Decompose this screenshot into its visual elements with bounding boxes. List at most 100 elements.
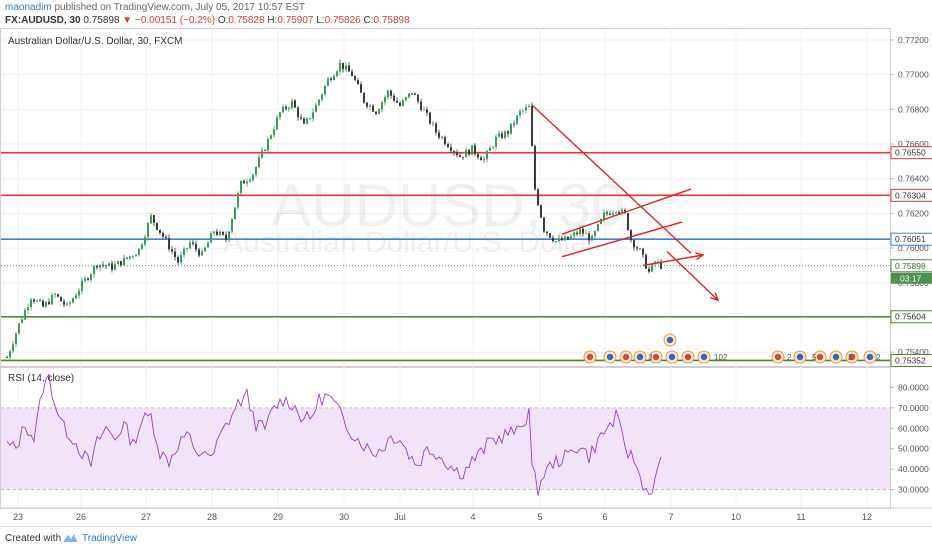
candle-body [333,75,335,80]
x-tick-label: 7 [668,512,673,522]
candle-body [567,236,569,240]
candle-body [141,244,143,249]
candle-body [363,92,365,103]
rsi-band [1,407,890,490]
candle-body [405,97,407,101]
candle-body [132,256,134,258]
candle-body [120,261,122,266]
candle-body [327,78,329,86]
candle-body [576,232,578,235]
candle-body [156,222,158,230]
x-tick-label: 28 [207,512,217,522]
candle-body [531,106,533,147]
candle-body [174,251,176,258]
candle-body [57,294,59,297]
candle-body [366,102,368,107]
candle-body [540,205,542,218]
rsi-line [6,373,662,496]
candle-body [606,212,608,214]
candle-body [168,237,170,250]
price-label-box [890,259,932,273]
last-price: 0.75898 [83,15,120,26]
y-tick-label: 0.77200 [898,35,929,45]
candle-body [183,248,185,255]
candle-body [450,147,452,151]
candle-body [375,111,377,114]
candle-body [525,107,527,111]
candle-body [36,300,38,302]
candle-body [441,137,443,139]
y-tick-label: 0.76400 [898,174,929,184]
candle-body [351,71,353,77]
candle-body [99,264,101,268]
candle-body [528,106,530,108]
trendline [531,104,692,254]
candle-body [312,112,314,119]
rsi-tick-label: 60.0000 [898,423,929,433]
candle-body [72,298,74,303]
candle-body [444,137,446,145]
candle-body [123,257,125,266]
x-tick-label: 4 [470,512,475,522]
candle-body [660,261,662,269]
candle-body [153,215,155,223]
rsi-tick-label: 50.0000 [898,444,929,454]
candle-body [54,294,56,295]
candle-body [486,150,488,160]
candle-body [51,294,53,305]
candle-body [237,193,239,208]
close-value: 0.75898 [373,15,410,26]
rsi-tick-label: 80.0000 [898,382,929,392]
trendline [561,188,692,235]
event-count-label: 2 [876,353,881,362]
candle-body [33,299,35,302]
tradingview-brand[interactable]: TradingView [82,533,138,544]
candle-body [384,97,386,103]
candle-body [12,344,14,352]
candle-body [126,257,128,259]
candle-body [243,180,245,184]
chart-canvas[interactable]: 23 26 27 28 29 30 Jul 4 5 6 7 10 11 120.772000.770000… [0,28,932,526]
candle-body [159,229,161,233]
candle-body [492,146,494,148]
open-value: 0.75828 [228,15,265,26]
candle-body [144,237,146,245]
candle-body [231,219,233,232]
y-tick-label: 0.75400 [898,347,929,357]
candle-body [48,301,50,305]
candle-body [219,231,221,235]
event-flag-icon [684,353,692,361]
candle-body [582,228,584,234]
candle-body [270,135,272,139]
candle-body [471,145,473,155]
candle-body [627,213,629,231]
event-flag-icon [666,336,674,344]
candle-body [621,209,623,214]
candle-body [561,238,563,241]
candle-body [573,232,575,237]
candle-body [522,110,524,112]
countdown-box [891,272,932,284]
candle-body [360,84,362,93]
candle-body [552,237,554,242]
candle-body [408,93,410,98]
x-tick-label: 11 [796,512,805,522]
price-label-box [890,232,932,246]
candle-body [549,233,551,238]
candle-body [420,101,422,111]
candle-body [504,131,506,138]
candle-body [225,234,227,241]
rsi-tick-label: 30.0000 [898,485,929,495]
author-link[interactable]: maonadim [5,2,52,13]
candle-body [435,123,437,133]
price-label-resistance: 0.76550 [890,146,932,160]
candle-body [378,109,380,114]
candle-body [276,117,278,130]
event-flag-icon [668,353,676,361]
candle-body [399,102,401,106]
candle-body [78,290,80,296]
candle-body [261,150,263,158]
event-flag-icon [866,353,874,361]
candle-body [195,243,197,250]
open-label: O: [217,15,229,26]
